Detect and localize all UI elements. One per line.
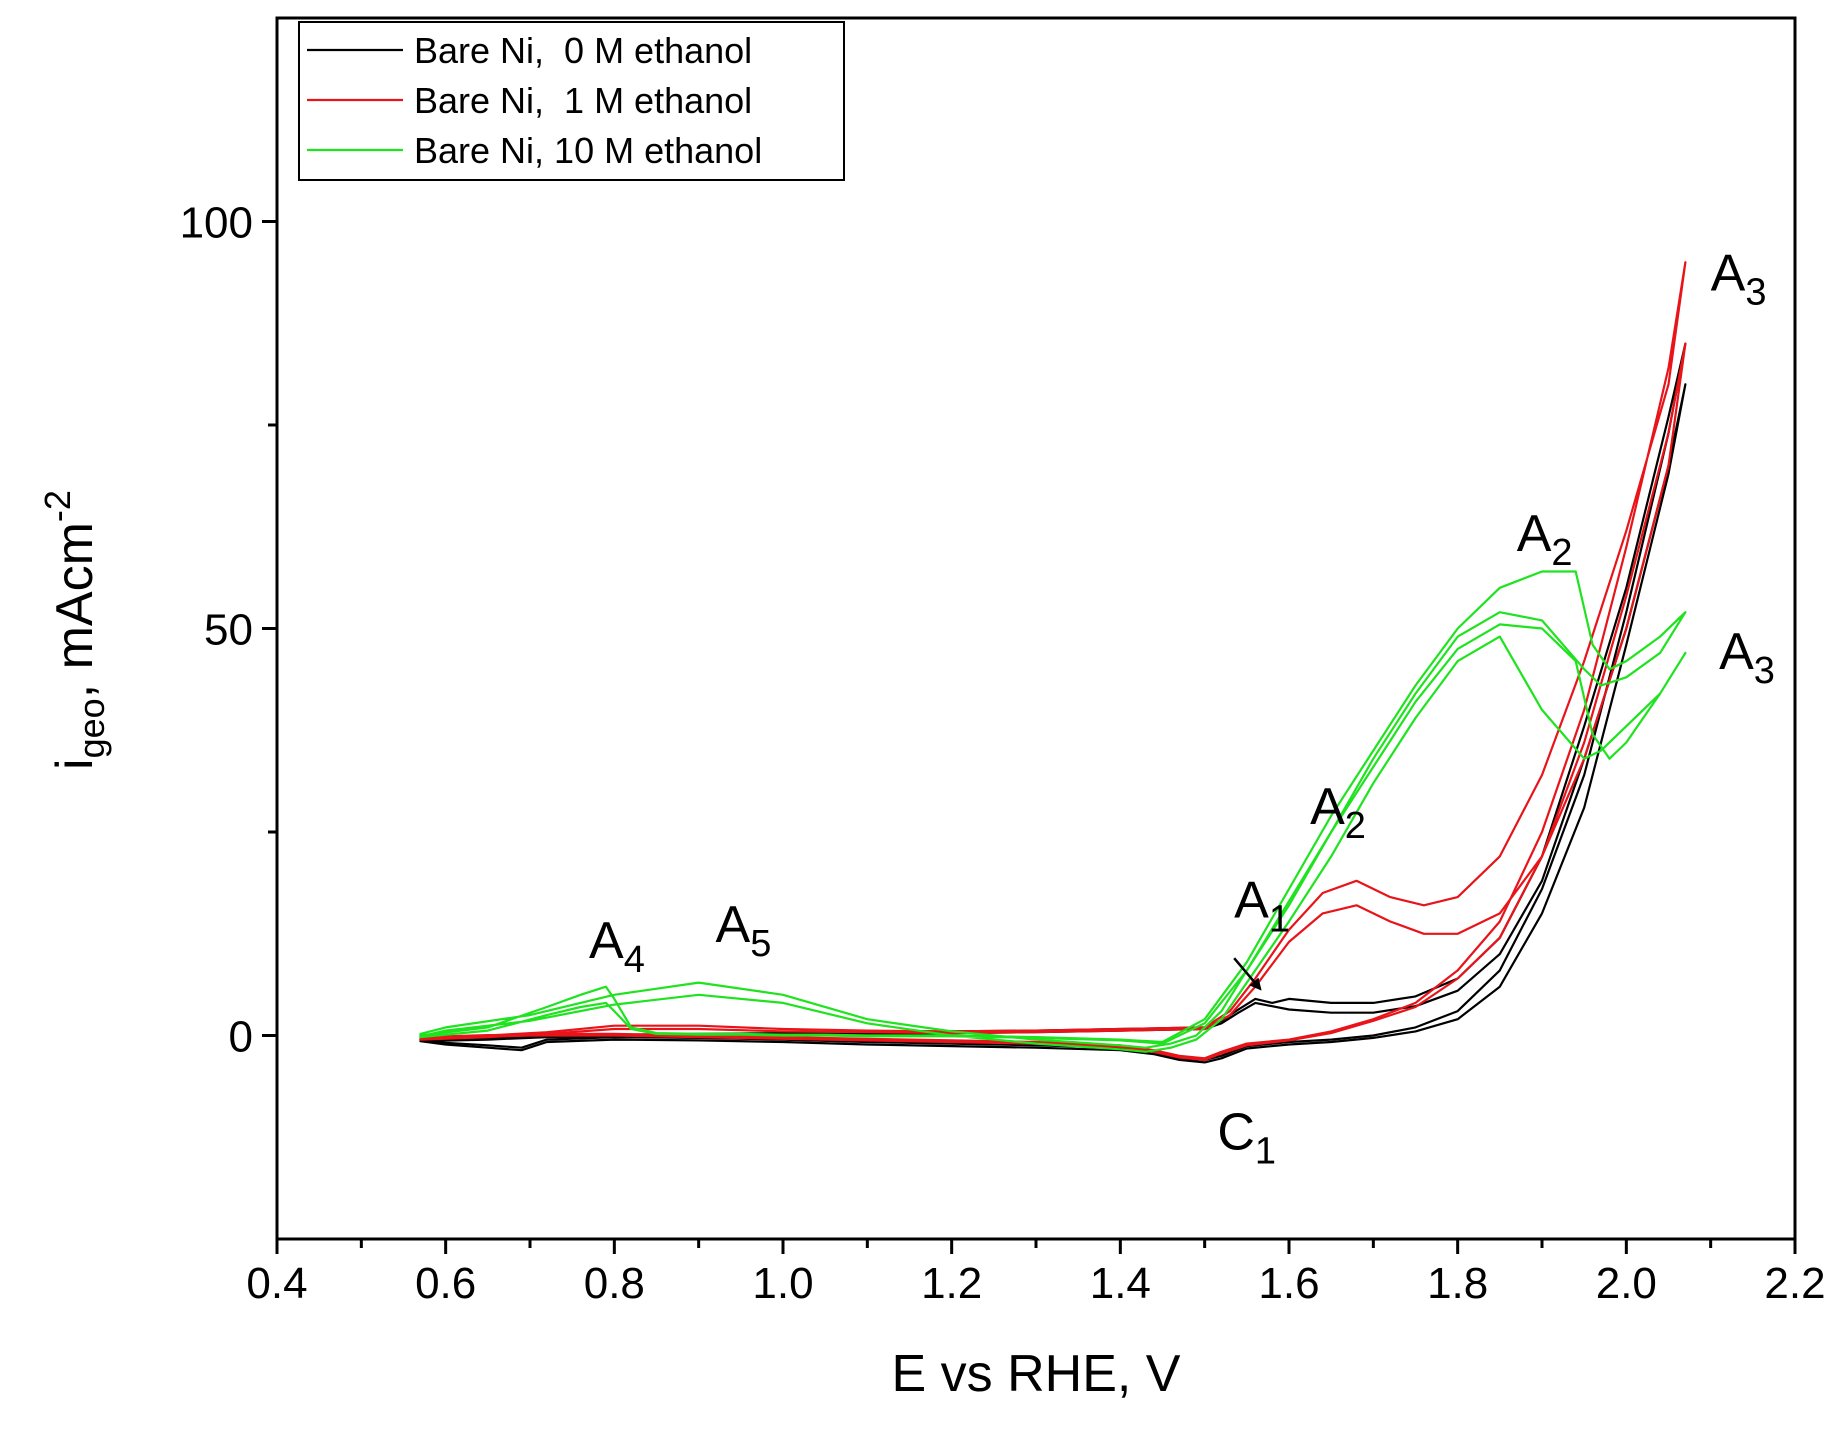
y-axis-title-base: i (46, 758, 104, 770)
x-tick-label: 0.8 (584, 1259, 645, 1308)
x-axis: 0.4 0.6 0.8 1.0 1.2 1.4 1.6 1.8 2.0 2.2 (246, 1239, 1826, 1308)
annotation-a1: A1 (1234, 871, 1290, 940)
x-tick-label: 0.6 (415, 1259, 476, 1308)
legend: Bare Ni, 0 M ethanol Bare Ni, 1 M ethanol… (298, 21, 845, 181)
plot-area-frame (275, 16, 1797, 1241)
annotation-a4: A4 (589, 912, 645, 981)
annotation-a3-lower: A3 (1719, 623, 1775, 692)
series-line (419, 570, 1687, 1049)
y-axis-title-units: , mAcm (46, 522, 104, 698)
y-axis: 0 50 100 (180, 199, 277, 1062)
x-axis-title: E vs RHE, V (892, 1345, 1181, 1403)
x-tick-label: 1.2 (921, 1259, 982, 1308)
y-tick-label: 100 (180, 199, 253, 248)
x-tick-label: 2.2 (1764, 1259, 1825, 1308)
series-line (419, 261, 1687, 1060)
x-tick-label: 2.0 (1596, 1259, 1657, 1308)
annotation-a5: A5 (716, 896, 772, 965)
y-tick-label: 0 (229, 1013, 253, 1062)
x-tick-label: 1.8 (1427, 1259, 1488, 1308)
peak-annotations: A4 A5 A1 C1 A2 A2 A3 A3 (589, 245, 1775, 1173)
legend-label: Bare Ni, 10 M ethanol (414, 130, 762, 171)
legend-label: Bare Ni, 0 M ethanol (414, 30, 752, 71)
legend-label: Bare Ni, 1 M ethanol (414, 80, 752, 121)
a1-pointer-arrow (1233, 957, 1262, 991)
series-group (419, 570, 1687, 1053)
annotation-a2-lower: A2 (1310, 778, 1366, 847)
x-tick-label: 1.4 (1090, 1259, 1151, 1308)
x-tick-label: 1.6 (1258, 1259, 1319, 1308)
series-line (419, 623, 1687, 1053)
annotation-c1: C1 (1217, 1103, 1276, 1172)
y-axis-title-superscript: -2 (37, 490, 78, 522)
x-tick-label: 1.0 (752, 1259, 813, 1308)
annotation-a2-upper: A2 (1517, 505, 1573, 574)
y-tick-label: 50 (204, 606, 253, 655)
y-axis-title-subscript: geo (71, 698, 112, 758)
series-layer (419, 261, 1687, 1064)
annotation-a3-upper: A3 (1711, 245, 1767, 314)
y-axis-title: igeo, mAcm-2 (37, 490, 112, 770)
x-tick-label: 0.4 (246, 1259, 307, 1308)
